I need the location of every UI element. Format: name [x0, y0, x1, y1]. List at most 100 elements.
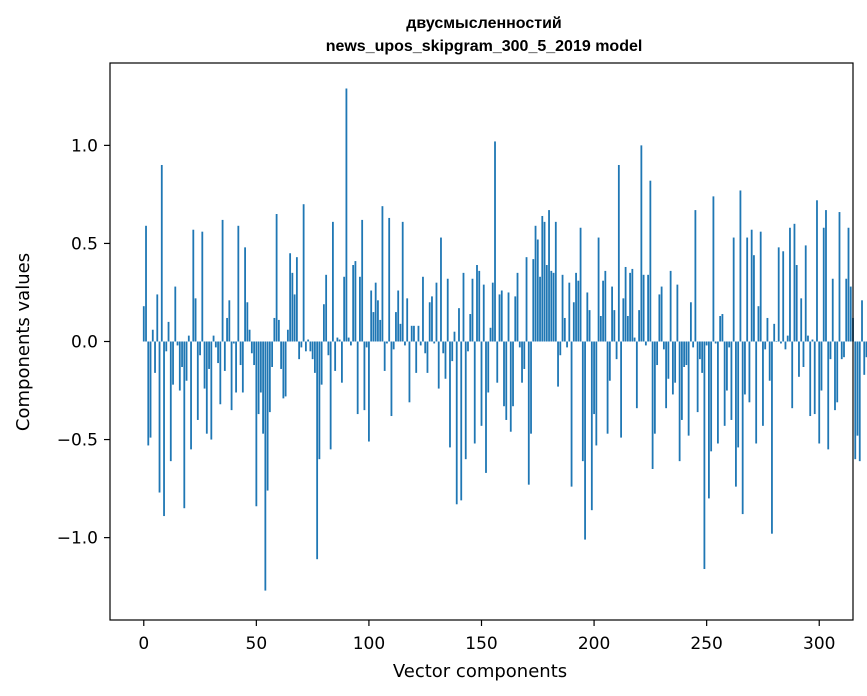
- bar-296: [809, 341, 812, 417]
- bar-102: [372, 312, 375, 342]
- bar-57: [271, 341, 274, 367]
- bar-189: [568, 282, 571, 342]
- bar-128: [431, 296, 433, 342]
- bar-62: [282, 341, 285, 399]
- bar-72: [304, 341, 307, 352]
- bar-300: [818, 341, 821, 444]
- bar-311: [843, 341, 845, 358]
- bar-299: [816, 200, 818, 342]
- x-tick-label: 300: [803, 634, 835, 654]
- bar-43: [239, 341, 242, 366]
- bar-13: [172, 341, 174, 385]
- bar-209: [613, 310, 616, 342]
- bar-154: [489, 327, 492, 342]
- bar-139: [455, 341, 458, 505]
- bar-191: [572, 302, 575, 342]
- bar-150: [480, 341, 483, 426]
- bar-78: [318, 341, 321, 460]
- bar-7: [158, 341, 161, 493]
- bar-157: [496, 341, 499, 383]
- bar-286: [786, 335, 789, 342]
- bar-216: [629, 272, 631, 342]
- bar-218: [633, 337, 636, 342]
- bar-197: [586, 292, 589, 342]
- bar-250: [705, 341, 708, 346]
- bar-79: [320, 341, 323, 385]
- bar-149: [478, 270, 481, 342]
- bar-284: [782, 251, 785, 342]
- bar-35: [221, 219, 224, 342]
- bar-213: [622, 298, 625, 342]
- bar-165: [514, 296, 517, 342]
- bar-81: [325, 274, 328, 342]
- bar-138: [453, 331, 456, 342]
- bar-19: [185, 341, 188, 381]
- bar-180: [548, 210, 550, 342]
- bar-53: [262, 341, 264, 434]
- bar-132: [440, 237, 442, 342]
- bar-177: [541, 215, 544, 342]
- bar-95: [356, 341, 359, 415]
- bar-319: [861, 300, 863, 342]
- bar-181: [550, 270, 553, 342]
- bar-225: [649, 180, 652, 342]
- plot-frame: [109, 62, 854, 621]
- bar-147: [473, 341, 476, 444]
- bar-183: [554, 221, 557, 342]
- bar-63: [284, 341, 287, 397]
- bar-155: [491, 282, 494, 342]
- bar-169: [523, 341, 526, 369]
- bar-234: [669, 270, 672, 342]
- bar-18: [183, 341, 186, 509]
- bar-21: [190, 341, 192, 450]
- bar-208: [611, 286, 613, 342]
- bar-85: [334, 341, 337, 371]
- bar-254: [714, 341, 717, 344]
- bar-161: [505, 341, 508, 420]
- y-axis-ticks: −1.0 −0.5 0.0 0.5 1.0: [57, 136, 110, 549]
- bar-223: [644, 341, 647, 346]
- bar-115: [401, 221, 404, 342]
- bar-122: [417, 325, 420, 342]
- bar-41: [235, 341, 237, 393]
- bar-160: [503, 341, 505, 407]
- bar-96: [359, 276, 361, 342]
- bar-204: [602, 280, 604, 342]
- bar-36: [223, 341, 226, 371]
- bar-294: [804, 245, 807, 342]
- bar-303: [825, 210, 827, 342]
- bar-55: [266, 341, 269, 491]
- y-tick-label: −1.0: [57, 529, 98, 549]
- bar-54: [264, 341, 267, 591]
- bar-211: [617, 164, 620, 342]
- bar-320: [863, 341, 866, 375]
- bar-121: [415, 341, 418, 373]
- bar-178: [543, 221, 546, 342]
- bar-31: [212, 335, 215, 342]
- bar-226: [651, 341, 654, 469]
- bar-91: [347, 337, 350, 342]
- bar-56: [268, 341, 271, 413]
- bar-176: [539, 276, 541, 342]
- bar-158: [498, 294, 501, 342]
- bar-239: [680, 341, 683, 420]
- bar-247: [699, 341, 701, 360]
- bar-203: [599, 316, 602, 342]
- bar-30: [210, 341, 213, 440]
- bar-168: [521, 341, 523, 383]
- bar-130: [435, 282, 438, 342]
- bar-148: [476, 265, 478, 342]
- bar-51: [257, 341, 260, 415]
- y-tick-label: 0.5: [71, 234, 98, 254]
- bar-241: [685, 341, 688, 366]
- bar-46: [246, 302, 249, 342]
- bar-0: [142, 306, 145, 342]
- bar-172: [530, 341, 532, 434]
- bar-269: [748, 341, 751, 403]
- bar-308: [836, 341, 839, 403]
- bar-75: [311, 341, 314, 360]
- bar-187: [563, 317, 566, 342]
- bar-88: [341, 341, 343, 383]
- bar-240: [683, 341, 686, 367]
- bar-114: [399, 323, 402, 342]
